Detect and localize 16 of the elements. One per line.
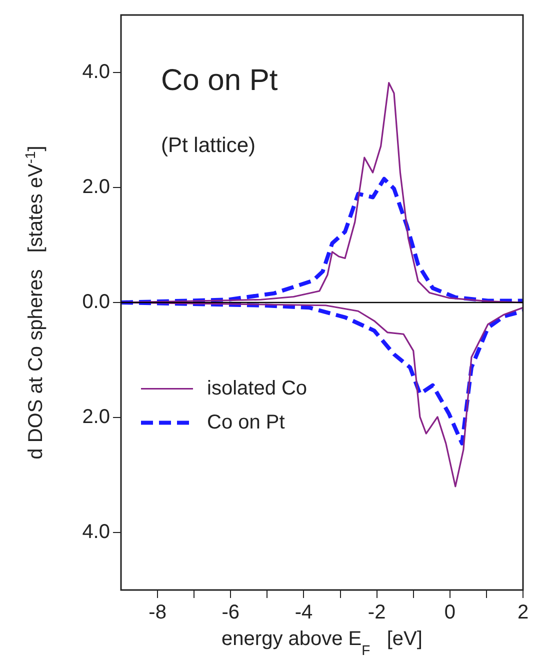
text: (Pt lattice)	[161, 134, 256, 157]
legend-label: Co on Pt	[207, 411, 286, 434]
y-tick-label: 4.0	[82, 61, 110, 84]
y-axis-title: d DOS at Co spheres [states eV-1]	[22, 146, 47, 460]
text: Co on Pt	[161, 64, 278, 97]
legend-label: isolated Co	[207, 377, 308, 400]
x-tick-label: 2	[517, 602, 529, 624]
y-tick-label: 2.0	[82, 406, 110, 428]
x-tick-label: -6	[222, 602, 240, 624]
x-tick-label: -2	[368, 602, 386, 624]
x-tick-label: 0	[444, 602, 456, 624]
y-tick-label: 0.0	[82, 291, 110, 314]
y-tick-label: 4.0	[82, 521, 110, 544]
x-tick-label: -4	[294, 602, 313, 624]
y-tick-label: 2.0	[82, 176, 110, 198]
x-tick-label: -8	[148, 602, 166, 624]
